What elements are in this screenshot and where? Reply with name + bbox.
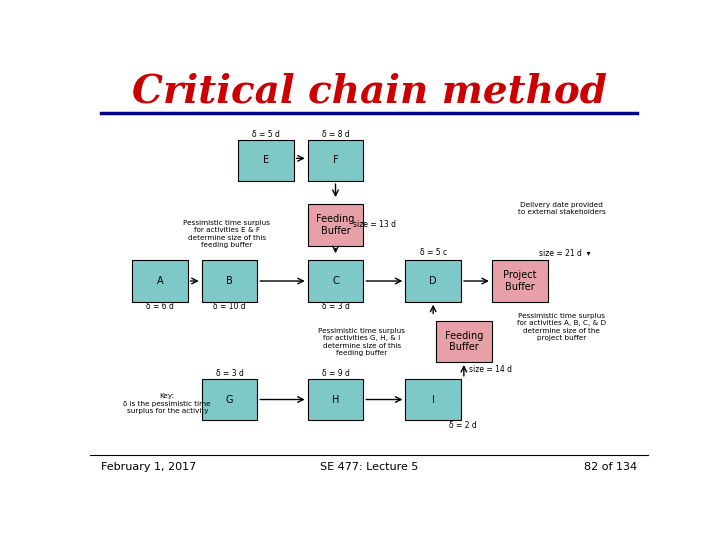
Text: B: B [226,276,233,286]
Text: δ = 5 d: δ = 5 d [252,130,279,139]
Text: Feeding
Buffer: Feeding Buffer [316,214,355,235]
Text: D: D [429,276,437,286]
Text: G: G [226,395,233,404]
Text: δ = 10 d: δ = 10 d [213,302,246,311]
Bar [238,140,294,181]
Bar [307,204,364,246]
Text: 82 of 134: 82 of 134 [584,462,637,472]
Bar [307,260,364,302]
Bar [405,260,461,302]
Text: SE 477: Lecture 5: SE 477: Lecture 5 [320,462,418,472]
Text: δ = 5 c: δ = 5 c [420,248,446,257]
Bar [307,379,364,420]
Bar [436,321,492,362]
Text: Pessimistic time surplus
for activities A, B, C, & D
determine size of the
proje: Pessimistic time surplus for activities … [517,313,606,341]
Text: E: E [263,156,269,165]
Bar [132,260,188,302]
Text: size = 21 d  ▾: size = 21 d ▾ [539,249,590,259]
Text: Delivery date provided
to external stakeholders: Delivery date provided to external stake… [518,201,606,215]
Text: δ = 2 d: δ = 2 d [449,421,477,430]
Bar [405,379,461,420]
Text: A: A [156,276,163,286]
Text: F: F [333,156,338,165]
Text: Feeding
Buffer: Feeding Buffer [445,330,483,352]
Text: Key:
δ is the pessimistic time
surplus for the activity: Key: δ is the pessimistic time surplus f… [124,393,211,414]
Text: δ = 8 d: δ = 8 d [322,130,349,139]
Text: size = 14 d: size = 14 d [469,364,512,374]
Text: Pessimistic time surplus
for activities E & F
determine size of this
feeding buf: Pessimistic time surplus for activities … [183,220,270,248]
Bar [202,260,258,302]
Text: Project
Buffer: Project Buffer [503,270,536,292]
Text: δ = 9 d: δ = 9 d [322,369,349,378]
Bar [492,260,547,302]
Bar [202,379,258,420]
Text: Pessimistic time surplus
for activities G, H, & I
determine size of this
feeding: Pessimistic time surplus for activities … [318,328,405,356]
Text: δ = 3 d: δ = 3 d [215,369,243,378]
Text: H: H [332,395,339,404]
Text: February 1, 2017: February 1, 2017 [101,462,197,472]
Text: size = 13 d: size = 13 d [353,220,396,228]
Text: δ = 6 d: δ = 6 d [146,302,174,311]
Text: I: I [432,395,435,404]
Text: Critical chain method: Critical chain method [132,73,606,111]
Bar [307,140,364,181]
Text: δ = 3 d: δ = 3 d [322,302,349,311]
Text: C: C [332,276,339,286]
